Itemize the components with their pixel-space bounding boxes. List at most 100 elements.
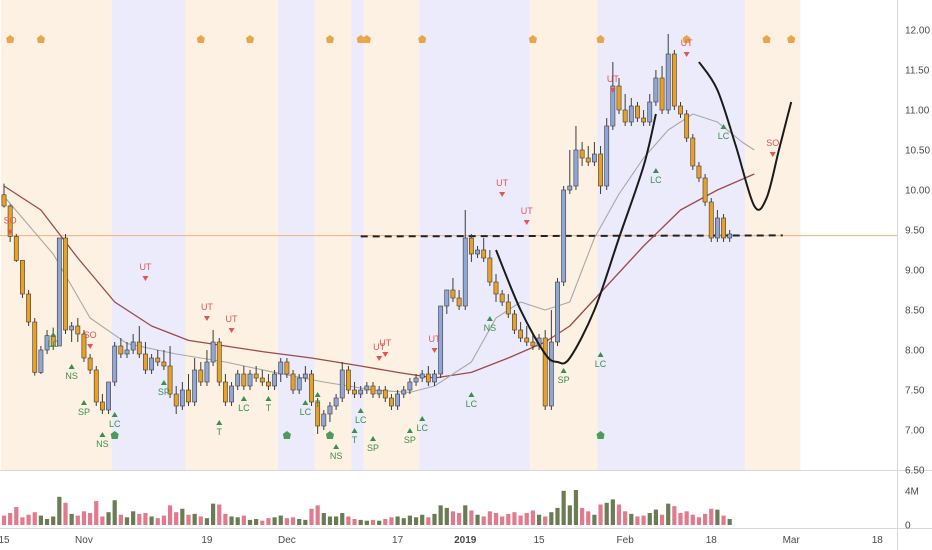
volume-bar <box>192 513 197 525</box>
volume-bar <box>186 514 191 525</box>
volume-bar <box>586 511 591 525</box>
down-arrow-icon <box>203 316 210 321</box>
candle-body <box>13 236 19 261</box>
candle-body <box>684 113 690 139</box>
signal-label-lc: LC <box>650 175 662 185</box>
volume-bar <box>81 511 87 525</box>
volume-bar <box>161 515 166 525</box>
candle-body <box>87 357 93 371</box>
signal-label-lc: LC <box>355 415 367 425</box>
volume-bar <box>635 516 640 525</box>
volume-bar <box>321 513 326 525</box>
volume-bar <box>44 519 50 525</box>
volume-bar <box>75 515 80 525</box>
volume-bar <box>493 513 499 525</box>
candle-body <box>302 373 308 379</box>
candle-body <box>7 205 13 237</box>
candlesticks <box>1 34 733 434</box>
candle-body <box>493 281 499 295</box>
down-arrow-icon <box>7 229 14 235</box>
up-arrow-icon <box>80 400 87 405</box>
volume-bar <box>389 517 394 525</box>
signal-label-sp: SP <box>367 443 379 453</box>
candle-body <box>309 373 314 403</box>
signal-label-sp: SP <box>158 387 170 397</box>
volume-bar <box>284 518 289 525</box>
bottom-signal-marker <box>110 431 119 439</box>
price-tick-label: 11.50 <box>905 66 930 77</box>
price-tick-label: 8.50 <box>905 306 925 317</box>
volume-bar <box>309 508 314 525</box>
candle-body <box>389 397 394 407</box>
candle-body <box>438 305 444 375</box>
up-arrow-icon <box>216 420 223 425</box>
volume-bar <box>69 513 74 525</box>
volume-bar <box>580 507 585 525</box>
candle-body <box>567 185 573 191</box>
signal-label-lc: LC <box>595 359 607 369</box>
candle-body <box>100 401 105 411</box>
volume-bar <box>174 512 179 525</box>
candle-body <box>204 361 210 383</box>
down-arrow-icon <box>228 328 235 333</box>
candle-body <box>425 373 431 383</box>
up-arrow-icon <box>468 392 475 397</box>
candle-body <box>487 257 493 283</box>
candle-body <box>653 77 659 103</box>
volume-bar <box>88 513 93 525</box>
volume-bar <box>167 505 173 525</box>
candle-body <box>432 373 437 383</box>
volume-bar <box>14 507 19 525</box>
candle-body <box>401 389 407 395</box>
sma-slow-line <box>3 173 755 379</box>
volume-bar <box>198 516 203 525</box>
candle-body <box>130 341 136 351</box>
volume-tick-label: 4M <box>905 486 919 497</box>
volume-bar <box>297 519 302 525</box>
candle-body <box>93 369 99 403</box>
candle-body <box>419 373 425 379</box>
volume-bar <box>229 516 234 525</box>
volume-bar <box>641 515 646 525</box>
volume-bar <box>666 503 671 525</box>
candle-body <box>290 373 296 391</box>
up-arrow-icon <box>720 124 727 129</box>
candle-body <box>475 249 480 255</box>
candle-body <box>616 85 622 111</box>
candle-body <box>450 289 456 299</box>
volume-bar <box>598 504 603 525</box>
volume-bar <box>340 513 345 525</box>
up-arrow-icon <box>406 428 413 433</box>
down-arrow-icon <box>769 152 776 157</box>
down-arrow-icon <box>431 348 438 353</box>
candle-body <box>81 333 87 359</box>
volume-bar <box>727 519 732 525</box>
volume-bar <box>616 504 622 525</box>
volume-bar <box>678 513 683 525</box>
volume-bar <box>155 518 160 525</box>
up-arrow-icon <box>419 416 426 421</box>
moving-averages <box>3 113 755 393</box>
down-arrow-icon <box>499 192 506 197</box>
candle-body <box>518 329 523 339</box>
volume-bar <box>254 519 259 525</box>
candle-body <box>671 53 677 107</box>
volume-bar <box>438 505 443 525</box>
volume-bar <box>407 515 412 525</box>
volume-bar <box>684 511 689 525</box>
bottom-signal-marker <box>596 431 605 439</box>
signal-label-lc: LC <box>416 423 428 433</box>
up-arrow-icon <box>560 368 567 373</box>
down-arrow-icon <box>382 352 389 357</box>
price-tick-label: 6.50 <box>905 466 925 477</box>
volume-bar <box>63 502 68 525</box>
top-signal-marker <box>682 35 691 43</box>
price-tick-label: 12.00 <box>905 26 930 37</box>
top-signal-marker <box>196 35 205 43</box>
signal-label-so: SO <box>4 216 17 226</box>
candle-body <box>161 361 167 367</box>
volume-bar <box>100 516 105 525</box>
candle-body <box>678 105 683 115</box>
